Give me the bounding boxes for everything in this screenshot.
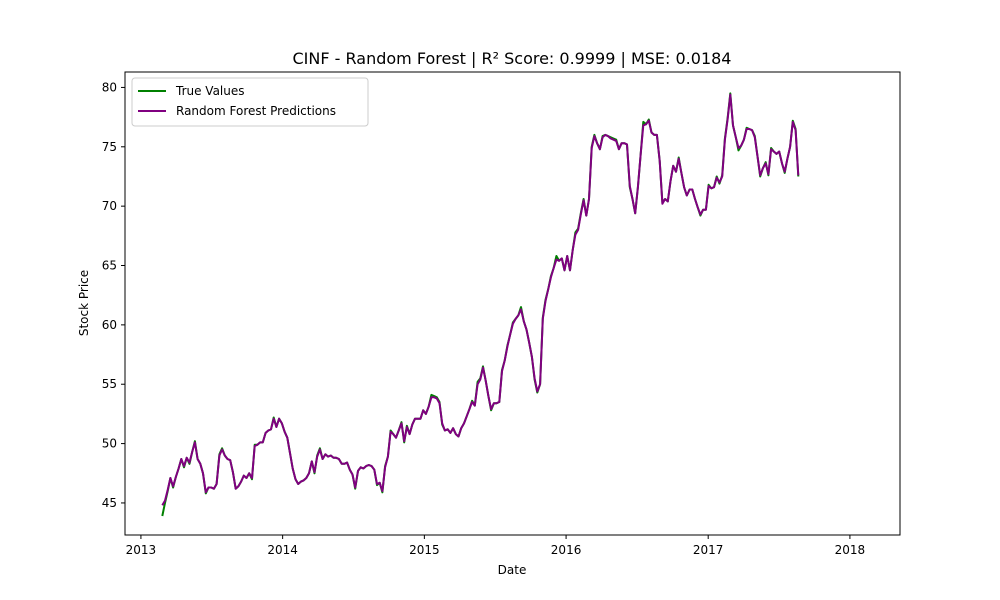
x-axis: 2013 2014 2015 2016 2017 2018 <box>126 535 866 557</box>
chart-title: CINF - Random Forest | R² Score: 0.9999 … <box>293 49 732 68</box>
y-tick-label: 50 <box>102 437 117 451</box>
y-tick-label: 60 <box>102 318 117 332</box>
legend: True Values Random Forest Predictions <box>131 77 369 127</box>
y-axis-label: Stock Price <box>77 270 91 336</box>
x-tick-label: 2015 <box>409 543 440 557</box>
series-line-random-forest-predictions <box>161 93 800 506</box>
y-tick-label: 45 <box>102 496 117 510</box>
y-axis: 45 50 55 60 65 70 75 80 <box>102 80 125 510</box>
y-tick-label: 75 <box>102 140 117 154</box>
x-axis-label: Date <box>498 563 527 577</box>
legend-box <box>131 77 369 127</box>
legend-label-true-values: True Values <box>175 84 245 98</box>
x-tick-label: 2013 <box>126 543 157 557</box>
y-tick-label: 80 <box>102 80 117 94</box>
x-tick-label: 2016 <box>551 543 582 557</box>
plot-area <box>161 92 800 517</box>
y-tick-label: 70 <box>102 199 117 213</box>
y-tick-label: 65 <box>102 259 117 273</box>
plot-frame <box>124 71 901 536</box>
x-tick-label: 2014 <box>267 543 298 557</box>
x-tick-label: 2018 <box>835 543 866 557</box>
y-tick-label: 55 <box>102 377 117 391</box>
x-tick-label: 2017 <box>693 543 724 557</box>
legend-label-random-forest-predictions: Random Forest Predictions <box>176 104 336 118</box>
